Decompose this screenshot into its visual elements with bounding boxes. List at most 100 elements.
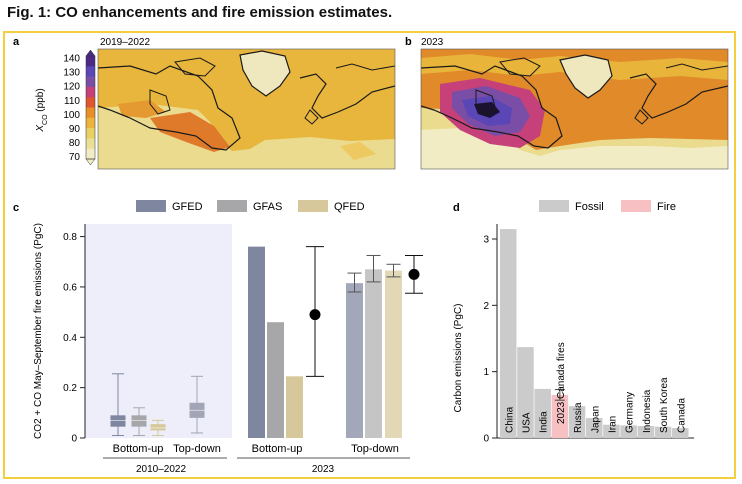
figure-title: Fig. 1: CO enhancements and fire emissio…: [7, 4, 393, 21]
d-bar-iran: [603, 424, 620, 438]
c-legend-swatch-gfed: [136, 200, 166, 212]
colorbar-swatch: [86, 86, 95, 98]
c-box-gfed: [110, 415, 126, 427]
panel-b-letter: b: [405, 36, 412, 48]
colorbar-label: XCO (ppb): [35, 88, 49, 132]
d-y-tick-label-2: 2: [483, 301, 489, 312]
c-legend: GFED GFAS QFED: [136, 200, 365, 213]
figure-frame: [3, 31, 736, 479]
c-bar-2023-top-down-gfas: [365, 269, 382, 438]
colorbar-tick-110: 110: [64, 96, 80, 107]
d-legend-swatch-fire: [621, 200, 651, 212]
c-legend-label-gfed: GFED: [172, 201, 203, 213]
d-legend: Fossil Fire: [539, 200, 676, 213]
colorbar-bottom-arrow: [85, 158, 96, 166]
colorbar-swatch: [86, 138, 95, 149]
d-bar-label-south-korea: South Korea: [659, 377, 670, 433]
colorbar-swatch: [86, 97, 95, 108]
colorbar-swatch: [86, 76, 95, 88]
c-period-label-2023: 2023: [312, 464, 335, 475]
colorbar-tick-120: 120: [63, 82, 80, 93]
colorbar-swatch: [86, 56, 95, 67]
map-2019-2022: [98, 49, 395, 169]
colorbar-swatch: [86, 148, 95, 160]
c-bar-2023-top-down-qfed: [385, 270, 402, 438]
d-y-tick-label-0: 0: [483, 434, 489, 445]
c-y-tick-label-0: 0: [71, 434, 77, 445]
c-legend-swatch-gfas: [217, 200, 247, 212]
d-bar-japan: [586, 418, 603, 438]
c-legend-label-qfed: QFED: [334, 201, 365, 213]
c-group-label-top-down: Top-down: [351, 443, 399, 455]
c-y-tick-label-0-8: 0.8: [63, 232, 77, 243]
c-y-tick-label-0-6: 0.6: [63, 282, 77, 293]
colorbar-outline: [85, 55, 96, 160]
d-bar-label-2023-canada-fires: 2023 Canada fires: [556, 342, 567, 424]
c-group-label-bottom-up: Bottom-up: [252, 443, 303, 455]
d-legend-swatch-fossil: [539, 200, 569, 212]
d-bar-indonesia: [637, 426, 655, 438]
c-bar-2023-bottom-up-gfed: [248, 246, 265, 438]
colorbar-tick-130: 130: [63, 68, 80, 79]
d-bar-china: [500, 229, 517, 438]
c-legend-swatch-qfed: [298, 200, 328, 212]
d-y-axis-label: Carbon emissions (PgC): [453, 304, 464, 413]
d-bar-label-germany: Germany: [625, 392, 636, 433]
colorbar-label-main: X: [35, 125, 46, 133]
c-y-axis: 0 0.2 0.4 0.6 0.8: [63, 224, 86, 445]
d-bar-label-japan: Japan: [590, 406, 601, 433]
c-box-gfas: [131, 415, 147, 427]
d-bar-2023-canada-fires: [551, 394, 569, 438]
c-mean-bottom-up-point: [309, 309, 321, 321]
c-plot-marks: [110, 246, 423, 438]
c-group-label-bottom-up: Bottom-up: [113, 443, 164, 455]
d-bars: China USA India 2023 Canada fires Russia Japa…: [500, 229, 689, 438]
map-2023: [421, 49, 728, 169]
d-bar-label-indonesia: Indonesia: [642, 389, 653, 433]
panel-a-title: 2019–2022: [100, 37, 150, 48]
d-bar-usa: [517, 347, 534, 438]
d-legend-label-fire: Fire: [657, 201, 676, 213]
d-bar-label-canada: Canada: [676, 398, 687, 433]
c-bar-2023-bottom-up-gfas: [267, 322, 284, 438]
c-group-label-top-down: Top-down: [173, 443, 221, 455]
c-y-tick-label-0-2: 0.2: [63, 383, 77, 394]
d-bar-germany: [620, 425, 637, 438]
panel-c-letter: c: [13, 202, 19, 214]
colorbar-swatch: [86, 66, 95, 77]
colorbar-swatch: [86, 117, 95, 129]
colorbar-label-sub: CO: [42, 114, 49, 125]
panel-d-letter: d: [453, 202, 460, 214]
colorbar-tick-80: 80: [69, 138, 81, 149]
d-bar-label-india: India: [539, 411, 550, 433]
colorbar-tick-140: 140: [63, 54, 80, 65]
c-period-label-2010-2022: 2010–2022: [136, 464, 186, 475]
c-y-axis-label: CO2 + CO May–September fire emissions (P…: [33, 223, 44, 439]
d-bar-label-usa: USA: [521, 412, 532, 433]
c-bar-2023-bottom-up-qfed: [286, 376, 303, 438]
c-legend-label-gfas: GFAS: [253, 201, 282, 213]
d-bar-russia: [568, 406, 586, 438]
colorbar-swatch: [86, 107, 95, 119]
c-y-tick-label-0-4: 0.4: [63, 333, 77, 344]
c-bar-2023-top-down-gfed: [346, 283, 363, 438]
c-mean-top-down-point: [408, 268, 420, 280]
panel-a-letter: a: [13, 36, 20, 48]
colorbar-top-arrow: [85, 49, 96, 57]
d-y-tick-label-3: 3: [483, 235, 489, 246]
c-x-axis: Bottom-up Top-down Bottom-up Top-down 2010–2…: [103, 443, 410, 475]
colorbar-tick-70: 70: [69, 152, 81, 163]
map-2023-border: [420, 48, 729, 170]
colorbar-label-unit: (ppb): [35, 88, 46, 114]
map-2019-2022-border: [97, 48, 396, 170]
d-bar-label-russia: Russia: [573, 402, 584, 433]
c-background-2010-2022: [85, 224, 232, 438]
colorbar-tick-100: 100: [63, 110, 80, 121]
d-bar-label-china: China: [504, 406, 515, 433]
d-legend-label-fossil: Fossil: [575, 201, 604, 213]
colorbar-swatch: [86, 128, 95, 139]
d-bar-canada: [672, 428, 689, 438]
colorbar: 140 130 120 110 100 90 80 70: [63, 49, 96, 166]
d-bar-south-korea: [654, 426, 672, 438]
